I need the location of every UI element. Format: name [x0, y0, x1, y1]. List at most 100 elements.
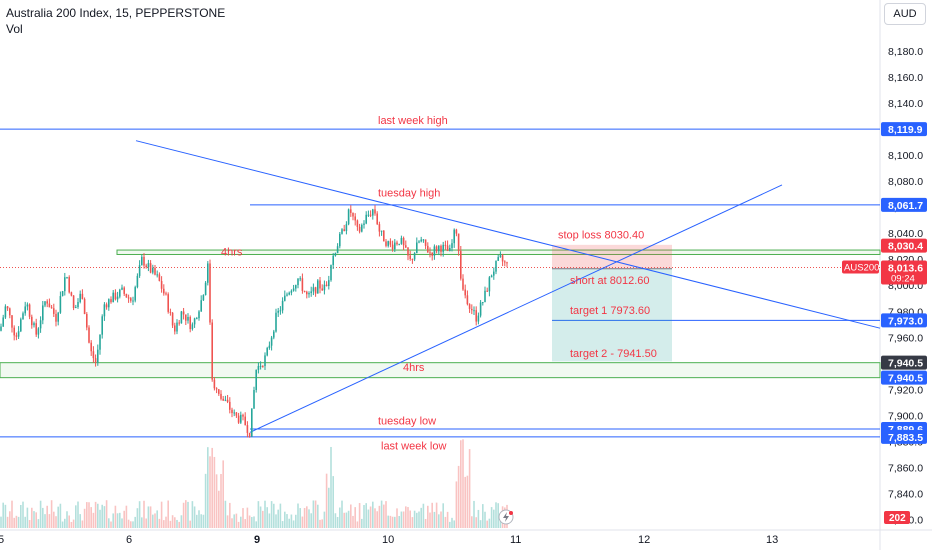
- trendline-2[interactable]: [249, 184, 783, 433]
- volume-bar: [145, 518, 147, 528]
- candle-body: [233, 412, 235, 414]
- candle-body: [306, 291, 308, 295]
- volume-bar: [101, 504, 103, 528]
- candle-body: [6, 306, 9, 309]
- volume-bar: [224, 500, 227, 528]
- level-price-badge-text: 8,061.7: [888, 200, 923, 212]
- candle-body: [231, 409, 233, 414]
- annotations-layer: last week high tuesday high 4hrs stop loss …: [221, 115, 657, 453]
- candle-body: [176, 322, 178, 332]
- volume-bar: [222, 460, 224, 528]
- candle-body: [119, 289, 121, 297]
- volume-bar: [103, 506, 106, 528]
- candle-body: [321, 288, 323, 291]
- level-price-badge-text: 7,940.5: [888, 358, 923, 370]
- volume-bar: [57, 506, 59, 528]
- volume-bar: [270, 501, 273, 528]
- candle-body: [167, 294, 169, 312]
- candle-body: [273, 331, 275, 338]
- volume-bar: [490, 507, 493, 528]
- volume-bar: [174, 517, 176, 528]
- candle-body: [77, 301, 79, 308]
- lightning-icon[interactable]: [498, 509, 514, 525]
- volume-bar: [72, 519, 75, 528]
- volume-bar: [231, 518, 233, 528]
- candle-body: [132, 300, 134, 302]
- candle-body: [451, 243, 453, 249]
- candle-body: [416, 242, 418, 254]
- trendline-1[interactable]: [135, 140, 881, 329]
- candle-body: [284, 295, 286, 301]
- volume-bar: [277, 509, 279, 528]
- candle-body: [242, 414, 244, 417]
- level-price-badge-bg: [881, 313, 927, 328]
- volume-bar: [213, 456, 216, 528]
- candle-body: [288, 292, 290, 295]
- y-tick-label: 7,900.0: [888, 410, 923, 422]
- y-tick-label: 8,040.0: [888, 228, 923, 240]
- price-axis[interactable]: 8,180.08,160.08,140.08,120.08,100.08,080…: [498, 46, 927, 527]
- volume-bar: [372, 501, 374, 528]
- volume-bar: [94, 501, 97, 528]
- volume-bar: [303, 507, 306, 528]
- position-tool[interactable]: [552, 244, 672, 362]
- volume-bar: [110, 521, 112, 528]
- candle-body: [383, 230, 385, 242]
- stop-loss-zone[interactable]: [552, 244, 672, 269]
- time-axis[interactable]: 5 6 9 10 11 12 13: [0, 534, 778, 546]
- candle-body: [433, 246, 436, 256]
- candle-body: [279, 310, 282, 312]
- volume-bar: [451, 517, 453, 528]
- candle-body: [367, 214, 370, 216]
- currency-button[interactable]: AUD: [884, 3, 926, 25]
- candle-body: [420, 239, 422, 242]
- volume-bar: [440, 511, 442, 528]
- symbol-title: Australia 200 Index, 15, PEPPERSTONE: [6, 6, 226, 20]
- profit-target-zone[interactable]: [552, 268, 672, 362]
- volume-bar: [22, 501, 24, 528]
- volume-bar: [365, 503, 367, 528]
- volume-bar: [141, 517, 143, 528]
- volume-bar: [48, 514, 51, 528]
- candle-body: [402, 237, 405, 246]
- volume-bar: [301, 516, 304, 528]
- volume-bar: [380, 500, 383, 528]
- volume-bar: [308, 509, 310, 528]
- trendlines-layer[interactable]: [135, 140, 881, 433]
- volume-bar: [383, 504, 385, 528]
- candle-body: [352, 212, 354, 217]
- candle-body: [490, 275, 493, 278]
- candle-body: [70, 292, 73, 296]
- volume-bar: [488, 518, 491, 528]
- volume-bar: [75, 505, 77, 528]
- candle-body: [442, 244, 444, 252]
- annotation-label: target 1 7973.60: [570, 305, 650, 317]
- candle-body: [328, 280, 330, 287]
- volume-bar: [202, 514, 205, 528]
- candle-body: [358, 226, 361, 232]
- volume-bar: [407, 507, 409, 528]
- candle-body: [189, 316, 191, 330]
- volume-bar: [328, 487, 330, 528]
- volume-bar: [123, 510, 125, 528]
- candle-body: [277, 310, 279, 313]
- x-tick-label: 12: [638, 534, 650, 546]
- volume-bar: [125, 505, 128, 528]
- volume-bar: [411, 517, 414, 528]
- volume-bar: [449, 521, 451, 528]
- candle-body: [286, 294, 288, 296]
- candle-body: [198, 311, 200, 319]
- candle-body: [248, 432, 251, 437]
- volume-bar: [319, 519, 321, 528]
- candle-body: [218, 389, 220, 394]
- level-price-badge: 7,973.0: [881, 313, 927, 328]
- candle-body: [409, 255, 411, 260]
- volume-bar: [405, 506, 407, 528]
- candle-body: [365, 214, 367, 224]
- candle-body: [281, 300, 284, 311]
- candle-body: [207, 263, 209, 283]
- candle-body: [110, 299, 112, 303]
- candle-body: [275, 312, 277, 332]
- candle-body: [94, 358, 97, 363]
